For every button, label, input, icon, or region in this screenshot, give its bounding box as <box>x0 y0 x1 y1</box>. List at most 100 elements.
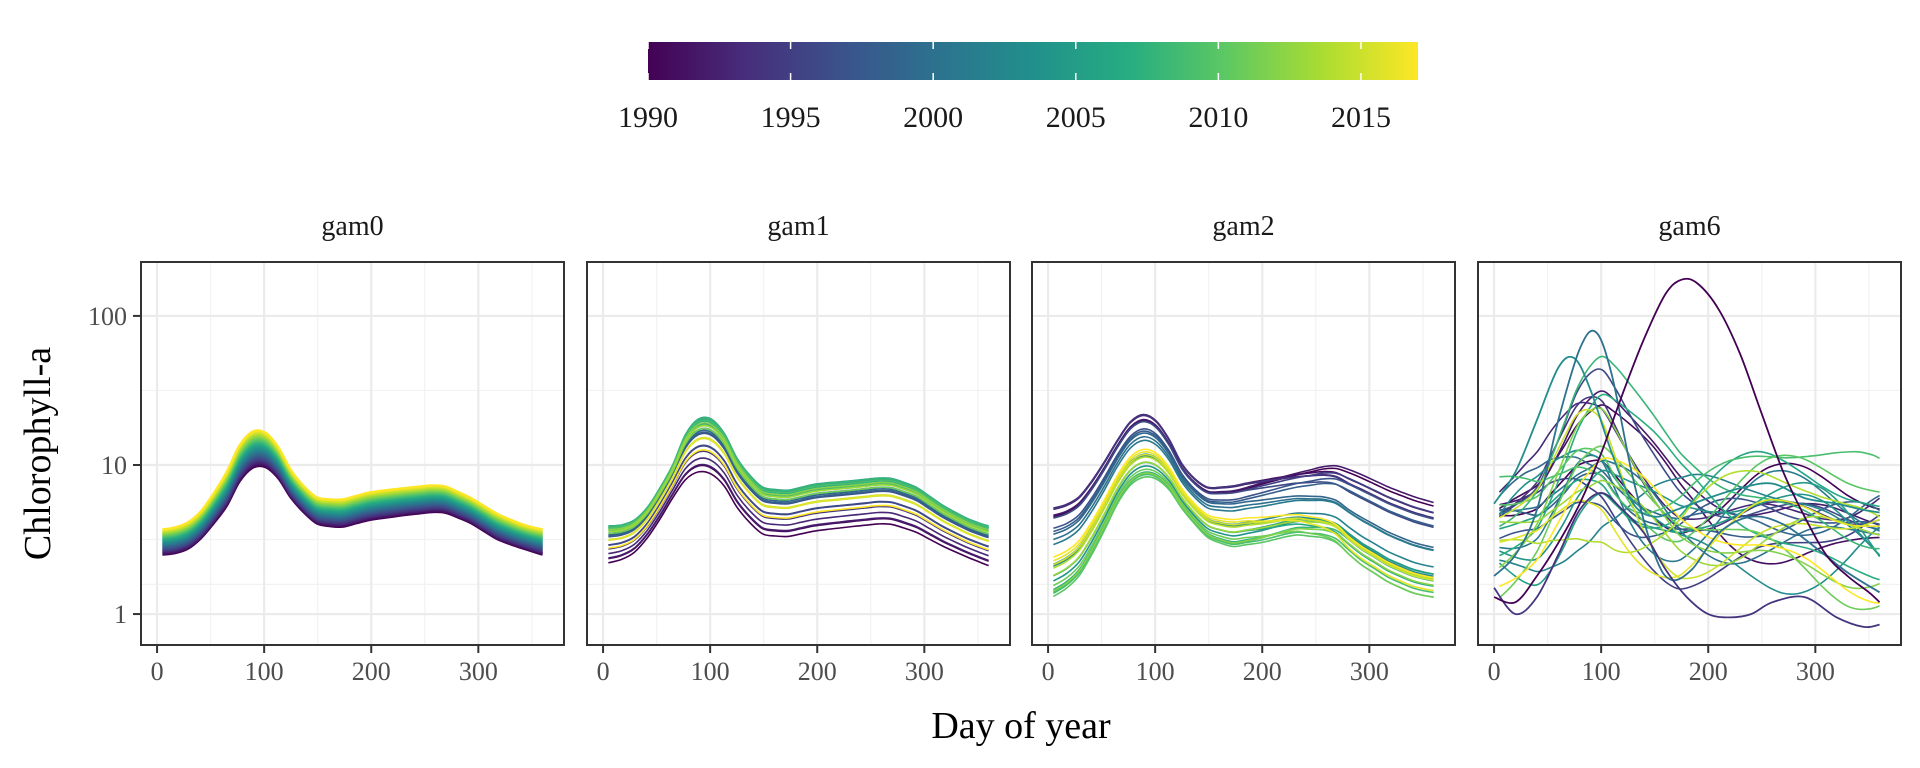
y-axis: 1 10 100 <box>88 302 141 629</box>
x-tick-label: 300 <box>1796 657 1835 686</box>
year-line <box>1053 430 1434 533</box>
panel-border <box>1031 261 1456 646</box>
year-line <box>162 429 543 531</box>
year-line <box>1498 481 1881 587</box>
year-line <box>608 463 989 562</box>
x-tick-label: 200 <box>1689 657 1728 686</box>
year-line <box>1498 406 1880 590</box>
year-line <box>1499 447 1880 543</box>
x-axis: 0 100 200 300 <box>151 645 498 686</box>
x-tick-label: 200 <box>352 657 391 686</box>
panel-background <box>1032 262 1455 645</box>
year-line <box>608 449 989 551</box>
x-tick-label: 300 <box>1350 657 1389 686</box>
colorbar-labels: 1990 1995 2000 2005 2010 2015 <box>618 101 1391 134</box>
x-tick-label: 100 <box>691 657 730 686</box>
year-line <box>1498 401 1881 521</box>
series-lines <box>162 429 543 556</box>
x-tick-label: 0 <box>151 657 164 686</box>
year-line <box>1053 420 1434 529</box>
year-line <box>1499 390 1880 526</box>
year-line <box>1052 468 1434 598</box>
panel-gam1: gam1 0 100 200 300 <box>586 211 1011 686</box>
y-tick-label: 10 <box>101 451 127 480</box>
year-line <box>1499 457 1880 604</box>
year-line <box>608 437 989 542</box>
year-line <box>1053 428 1434 530</box>
series-lines <box>1493 277 1881 629</box>
x-tick-label: 0 <box>1488 657 1501 686</box>
x-axis: 0 100 200 300 <box>1042 645 1389 686</box>
year-line <box>1499 459 1880 565</box>
year-line <box>1499 497 1880 540</box>
x-axis: 0 100 200 300 <box>1488 645 1835 686</box>
year-line <box>1499 479 1880 567</box>
colorbar-tick-label: 1990 <box>618 101 678 134</box>
year-line <box>608 424 989 533</box>
gridlines <box>587 262 1010 645</box>
series-lines <box>608 416 989 567</box>
year-line <box>1498 355 1880 550</box>
panel-gam2: gam2 0 100 200 300 <box>1031 211 1456 686</box>
y-tick-label: 100 <box>88 302 127 331</box>
year-line <box>1499 393 1880 581</box>
year-line <box>1499 469 1881 561</box>
panel-title: gam0 <box>321 211 383 242</box>
year-line <box>1053 439 1434 552</box>
x-tick-label: 300 <box>905 657 944 686</box>
year-line <box>1499 498 1880 579</box>
panel-background <box>141 262 564 645</box>
year-line <box>1493 492 1880 629</box>
colorbar-ticks <box>647 42 1362 80</box>
colorbar-tick-label: 1995 <box>761 101 821 134</box>
year-line <box>1498 449 1881 596</box>
colorbar-tick-label: 2005 <box>1046 101 1106 134</box>
panel-border <box>1477 261 1902 646</box>
colorbar-tick-label: 2000 <box>903 101 963 134</box>
x-tick-label: 200 <box>1243 657 1282 686</box>
colorbar <box>648 42 1418 80</box>
x-tick-label: 200 <box>798 657 837 686</box>
x-tick-label: 100 <box>1136 657 1175 686</box>
panel-border <box>140 261 565 646</box>
year-line <box>1498 395 1880 532</box>
year-line <box>1493 329 1881 594</box>
x-tick-label: 300 <box>459 657 498 686</box>
year-line <box>1053 448 1434 579</box>
x-tick-label: 100 <box>245 657 284 686</box>
year-line <box>1052 472 1434 592</box>
panel-border <box>586 261 1011 646</box>
year-line <box>608 444 989 548</box>
year-line <box>608 470 989 567</box>
year-line <box>1498 477 1881 590</box>
panel-title: gam2 <box>1212 211 1274 242</box>
y-tick-label: 1 <box>114 600 127 629</box>
panel-background <box>587 262 1010 645</box>
year-line <box>1499 450 1880 515</box>
y-axis-title: Chlorophyll-a <box>17 347 59 560</box>
colorbar-legend: 1990 1995 2000 2005 2010 2015 <box>618 42 1418 134</box>
panel-gam6: gam6 0 100 200 300 <box>1477 211 1902 686</box>
x-axis-title: Day of year <box>931 705 1111 747</box>
year-line <box>1053 451 1434 592</box>
x-tick-label: 100 <box>1582 657 1621 686</box>
year-line <box>1498 445 1880 611</box>
year-line <box>1493 277 1881 604</box>
series-lines <box>1052 413 1434 598</box>
x-axis: 0 100 200 300 <box>597 645 944 686</box>
year-line <box>1493 355 1880 518</box>
year-line <box>1053 432 1434 549</box>
colorbar-tick-label: 2010 <box>1188 101 1248 134</box>
year-line <box>1499 408 1880 580</box>
year-line <box>608 457 989 557</box>
x-tick-label: 0 <box>597 657 610 686</box>
panel-gam0: gam0 0 100 200 300 1 10 100 <box>88 211 565 686</box>
colorbar-tick-label: 2015 <box>1331 101 1391 134</box>
panel-title: gam6 <box>1658 211 1720 242</box>
year-line <box>1053 453 1434 581</box>
gridlines <box>1032 262 1455 645</box>
year-line <box>1053 418 1434 516</box>
x-tick-label: 0 <box>1042 657 1055 686</box>
